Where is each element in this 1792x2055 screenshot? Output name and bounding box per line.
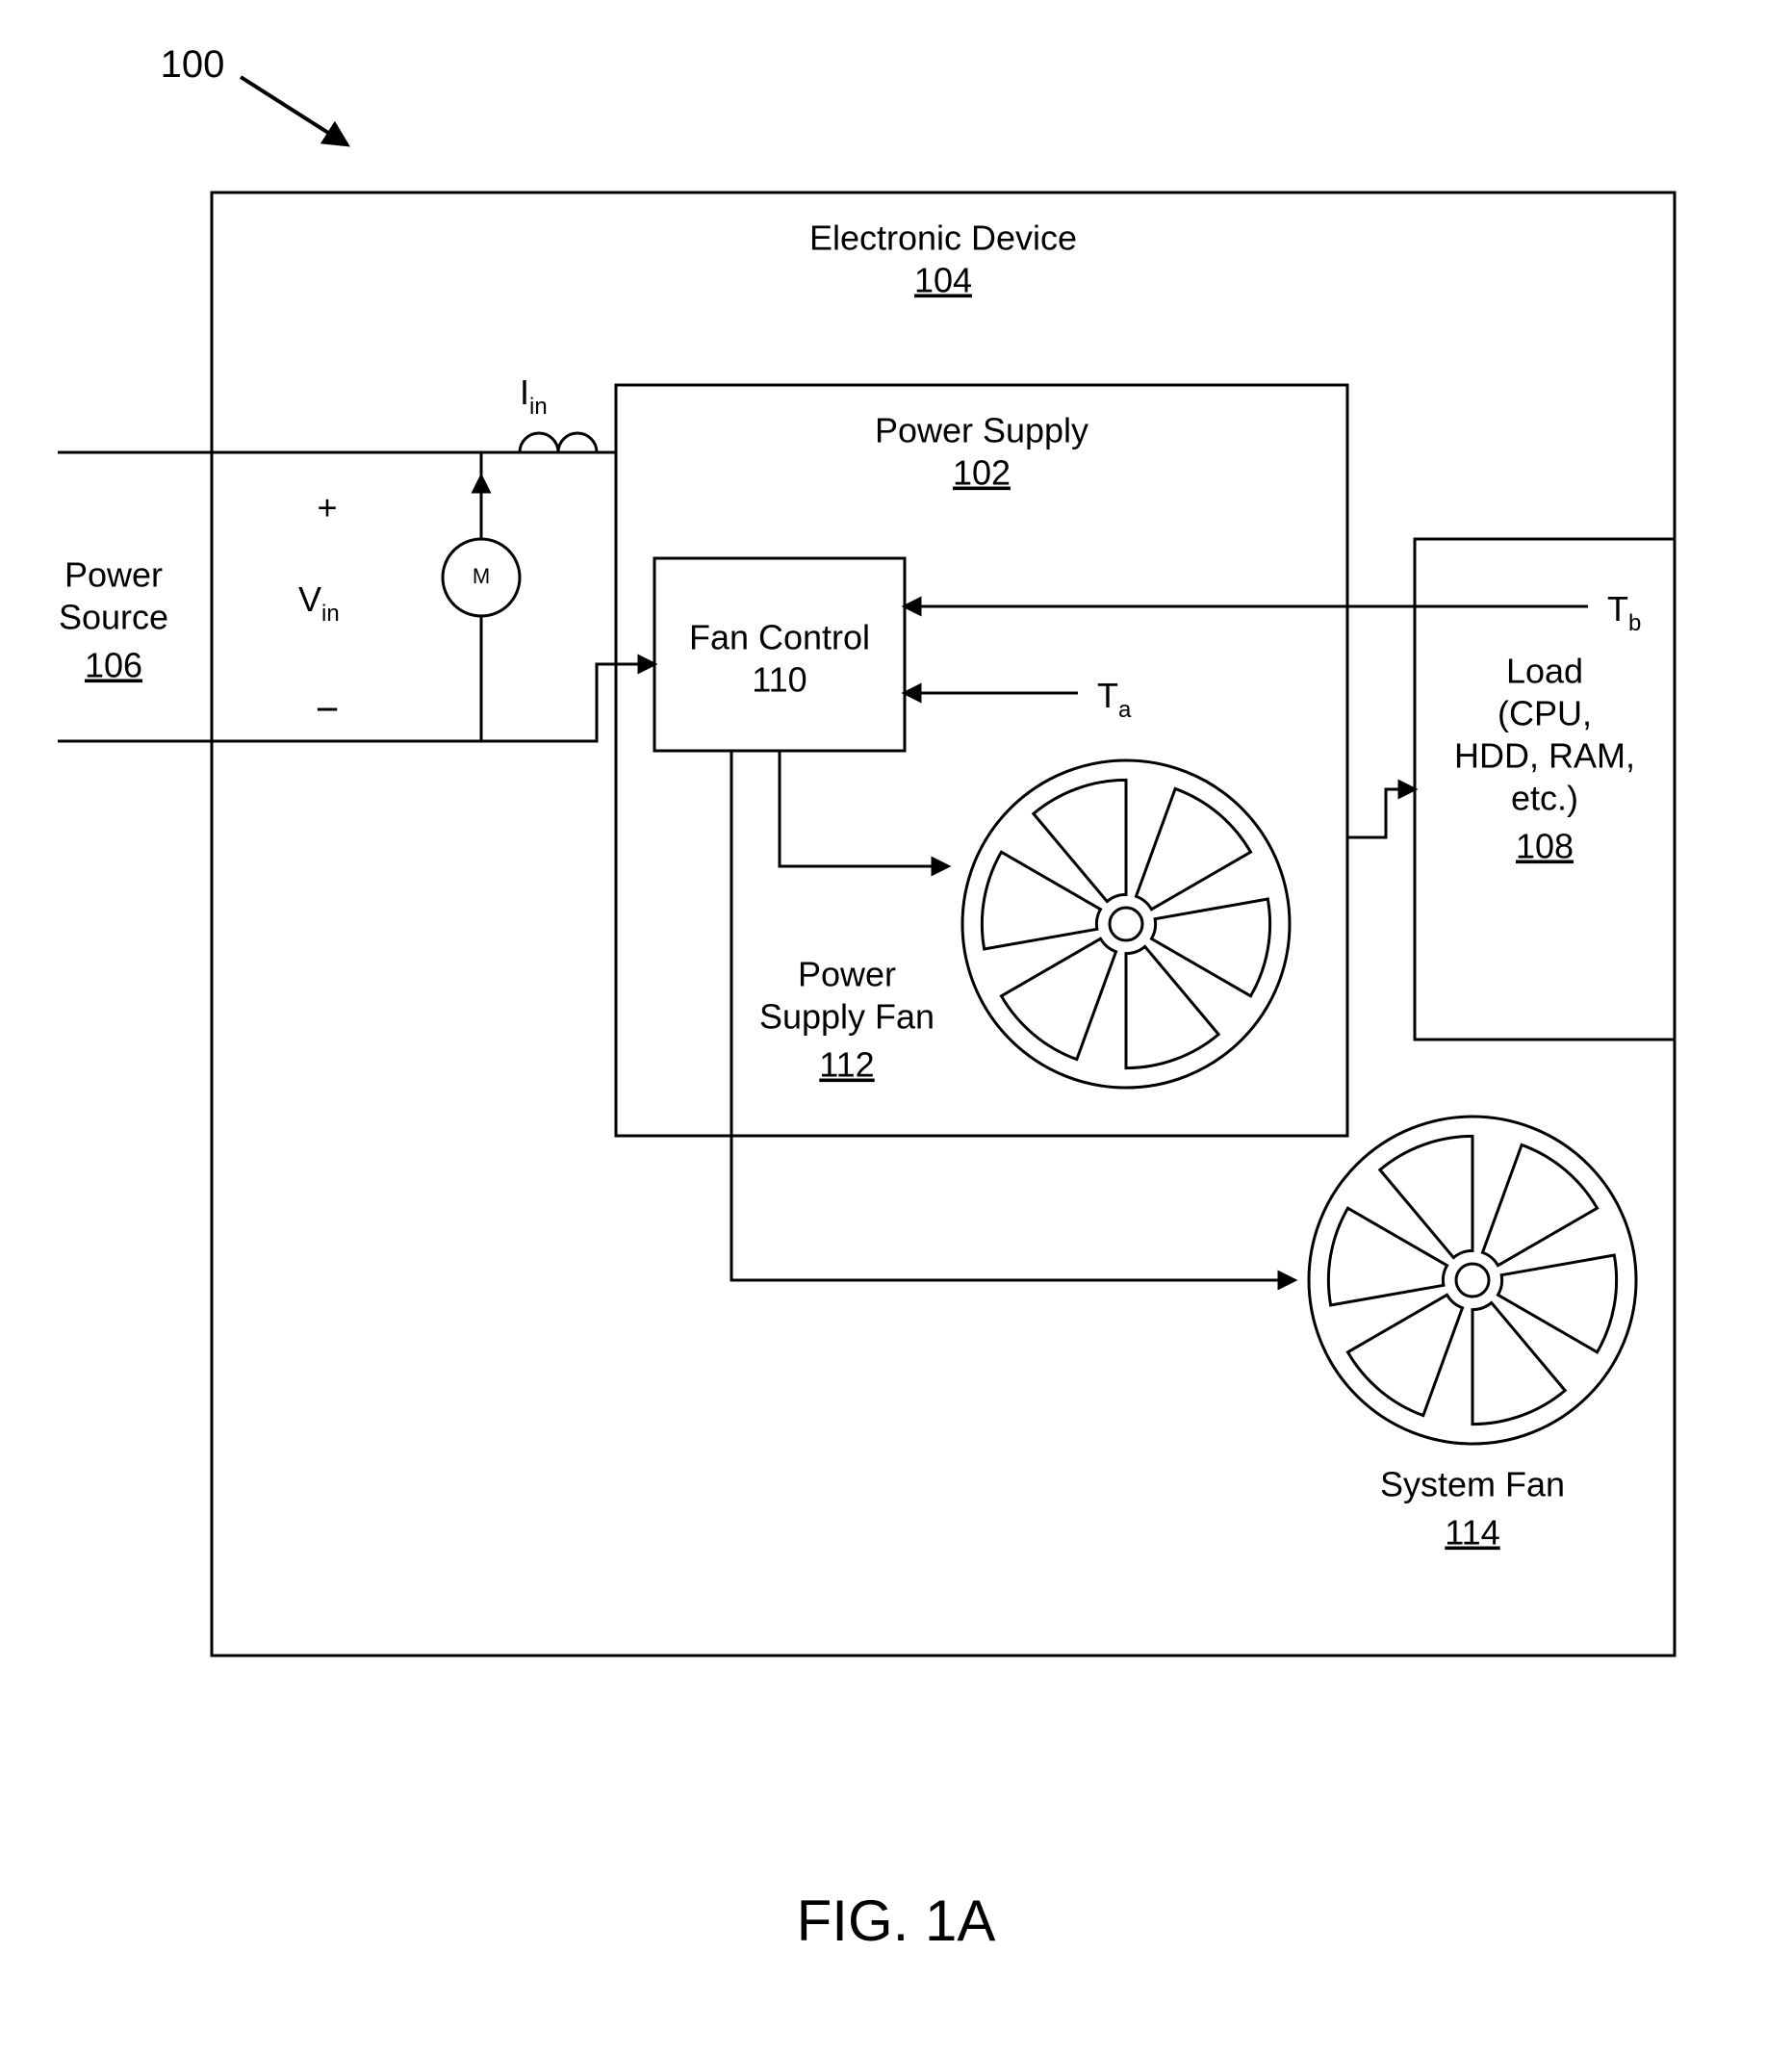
svg-text:Load: Load (1506, 652, 1583, 691)
svg-text:102: 102 (953, 453, 1011, 493)
power-supply-fan-ref: 112 (819, 1045, 874, 1085)
figure-ref-number: 100 (161, 43, 225, 86)
svg-text:HDD, RAM,: HDD, RAM, (1454, 736, 1635, 776)
svg-text:etc.): etc.) (1511, 779, 1578, 818)
svg-text:Power Supply: Power Supply (875, 411, 1088, 450)
svg-text:(CPU,: (CPU, (1498, 694, 1592, 733)
svg-text:System Fan: System Fan (1380, 1465, 1565, 1504)
svg-text:110: 110 (752, 660, 806, 700)
system-fan-ref: 114 (1445, 1513, 1499, 1553)
plus-label: + (317, 488, 337, 527)
meter-label: M (473, 564, 490, 588)
svg-text:Power: Power (798, 955, 896, 994)
svg-text:Supply Fan: Supply Fan (759, 997, 934, 1037)
load-ref: 108 (1516, 827, 1574, 866)
system-fan-label: System Fan (1380, 1465, 1565, 1504)
svg-text:Source: Source (59, 598, 168, 637)
power-source-ref: 106 (85, 646, 142, 685)
svg-text:Fan Control: Fan Control (689, 618, 870, 657)
svg-text:Power: Power (64, 555, 163, 595)
svg-text:104: 104 (914, 261, 972, 300)
figure-caption: FIG. 1A (797, 1888, 996, 1953)
minus-label: − (316, 686, 340, 732)
svg-text:Electronic Device: Electronic Device (809, 218, 1077, 258)
